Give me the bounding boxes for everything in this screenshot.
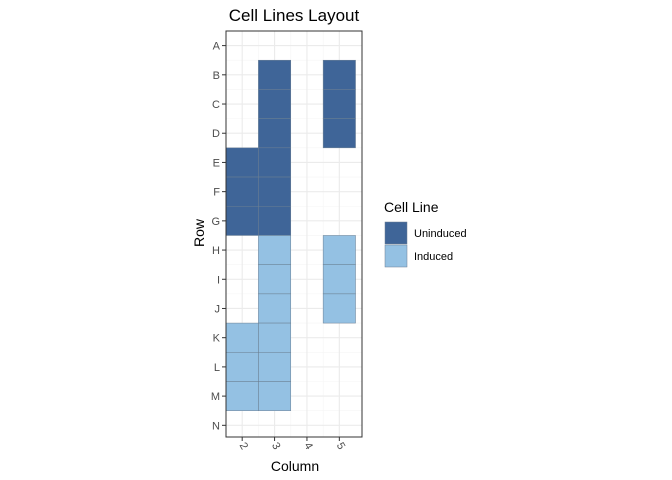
x-axis: 2 3 4 5 <box>237 437 348 452</box>
y-tick-label: D <box>212 128 220 140</box>
heatmap-cell <box>226 177 258 206</box>
heatmap-cell <box>226 206 258 235</box>
heatmap-cell <box>258 352 290 381</box>
y-tick-label: K <box>213 333 221 345</box>
y-tick-label: J <box>215 303 221 315</box>
heatmap-cell <box>258 382 290 411</box>
heatmap-cell <box>226 382 258 411</box>
y-tick-label: C <box>212 99 220 111</box>
legend-entry-label: Induced <box>414 251 453 263</box>
heatmap-cell <box>323 294 355 323</box>
y-axis-title: Row <box>191 218 207 247</box>
y-tick-label: L <box>214 362 220 374</box>
y-tick-label: B <box>213 70 220 82</box>
heatmap-cell <box>258 235 290 264</box>
y-tick-label: G <box>211 216 220 228</box>
y-tick-label: I <box>217 274 220 286</box>
heatmap-cell <box>258 206 290 235</box>
heatmap-cell <box>226 352 258 381</box>
cells <box>226 60 356 411</box>
heatmap-cell <box>323 119 355 148</box>
y-tick-label: M <box>211 391 220 403</box>
heatmap-cell <box>258 89 290 118</box>
legend-key <box>385 222 407 244</box>
legend-key <box>385 245 407 267</box>
x-axis-title: Column <box>271 458 319 474</box>
y-tick-label: F <box>213 187 220 199</box>
x-tick-label: 4 <box>301 441 314 452</box>
heatmap-cell <box>323 235 355 264</box>
heatmap-cell <box>258 60 290 89</box>
heatmap-cell <box>323 265 355 294</box>
heatmap-cell <box>258 119 290 148</box>
heatmap-cell <box>226 148 258 177</box>
x-tick-label: 2 <box>237 441 250 452</box>
y-tick-label: E <box>213 157 220 169</box>
y-tick-label: N <box>212 420 220 432</box>
heatmap-cell <box>226 323 258 352</box>
y-axis: A B C D E F G H I J K L M N <box>211 41 226 433</box>
heatmap-cell <box>258 294 290 323</box>
heatmap-cell <box>323 89 355 118</box>
heatmap-cell <box>258 323 290 352</box>
heatmap-cell <box>258 148 290 177</box>
legend: Cell Line Uninduced Induced <box>384 199 467 267</box>
heatmap-cell <box>258 177 290 206</box>
legend-entry-label: Uninduced <box>414 228 467 240</box>
chart-title: Cell Lines Layout <box>229 6 360 25</box>
legend-title: Cell Line <box>384 199 439 215</box>
y-tick-label: A <box>213 41 221 53</box>
x-tick-label: 3 <box>269 441 282 452</box>
x-tick-label: 5 <box>334 441 347 452</box>
y-tick-label: H <box>212 245 220 257</box>
heatmap-cell <box>323 60 355 89</box>
heatmap-cell <box>258 265 290 294</box>
legend-entries: Uninduced Induced <box>385 222 467 267</box>
